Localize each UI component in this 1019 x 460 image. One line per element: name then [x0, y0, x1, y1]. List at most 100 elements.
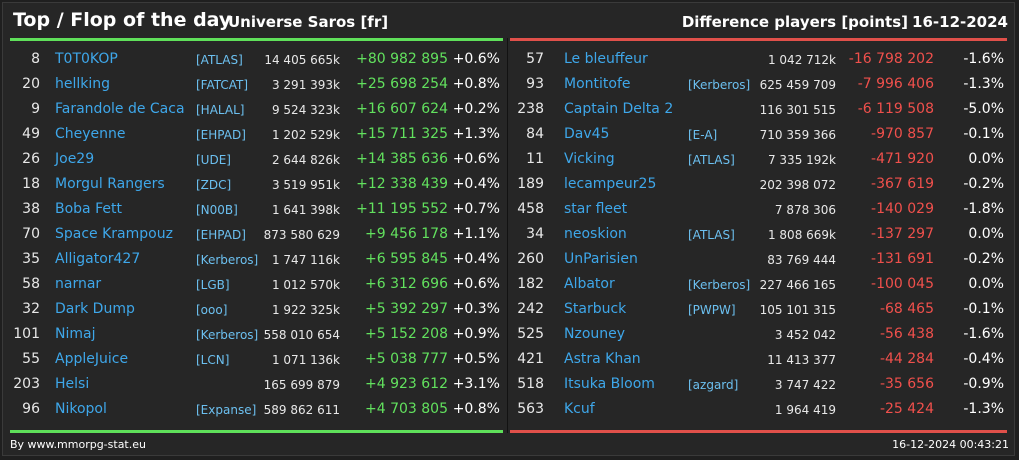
guild-tag-link[interactable]: [Kerberos]: [196, 328, 259, 342]
player-name-link[interactable]: Morgul Rangers: [55, 176, 165, 192]
top-player-row: 8 T0T0KOP [ATLAS] 14 405 665k +80 982 895 +0.…: [10, 47, 503, 72]
player-name-link[interactable]: Albator: [564, 276, 615, 292]
top-player-row: 35 Alligator427 [Kerberos] 1 747 116k +6 595…: [10, 247, 503, 272]
points-difference: +9 456 178: [365, 226, 448, 242]
player-name-link[interactable]: Montitofe: [564, 76, 631, 92]
percent-change: -0.9%: [963, 376, 1004, 392]
guild-tag-link[interactable]: [LGB]: [196, 278, 230, 292]
top-player-row: 70 Space Krampouz [EHPAD] 873 580 629 +9 456…: [10, 222, 503, 247]
top-player-row: 96 Nikopol [Expanse] 589 862 611 +4 703 805 +…: [10, 397, 503, 422]
player-rank: 203: [13, 376, 40, 392]
player-name-link[interactable]: Joe29: [55, 151, 95, 167]
guild-tag-link[interactable]: [PWPW]: [688, 303, 736, 317]
player-name-link[interactable]: Nzouney: [564, 326, 626, 342]
guild-tag-link[interactable]: [ATLAS]: [688, 228, 735, 242]
player-points: 589 862 611: [263, 403, 340, 417]
points-difference: -7 996 406: [857, 76, 934, 92]
player-name-link[interactable]: Nikopol: [55, 401, 107, 417]
guild-tag-link[interactable]: [Kerberos]: [688, 278, 751, 292]
points-difference: +80 982 895: [356, 51, 448, 67]
points-difference: -140 029: [871, 201, 934, 217]
player-name-link[interactable]: Kcuf: [564, 401, 595, 417]
player-name-link[interactable]: lecampeur25: [564, 176, 657, 192]
flop-player-row: 189 lecampeur25 202 398 072 -367 619 -0.2%: [510, 172, 1007, 197]
guild-tag-link[interactable]: [LCN]: [196, 353, 230, 367]
points-difference: +5 038 777: [365, 351, 448, 367]
percent-change: +0.5%: [452, 351, 500, 367]
player-name-link[interactable]: Le bleuffeur: [564, 51, 648, 67]
player-rank: 182: [517, 276, 544, 292]
percent-change: 0.0%: [968, 226, 1004, 242]
player-name-link[interactable]: star fleet: [564, 201, 628, 217]
percent-change: -0.2%: [963, 176, 1004, 192]
player-name-link[interactable]: AppleJuice: [55, 351, 129, 367]
guild-tag-link[interactable]: [azgard]: [688, 378, 739, 392]
flop-player-row: 182 Albator [Kerberos] 227 466 165 -100 045 0…: [510, 272, 1007, 297]
guild-tag-link[interactable]: [HALAL]: [196, 103, 245, 117]
flop-player-row: 518 Itsuka Bloom [azgard] 3 747 422 -35 656 -…: [510, 372, 1007, 397]
player-name-link[interactable]: Captain Delta 2: [564, 101, 674, 117]
player-name-link[interactable]: narnar: [55, 276, 102, 292]
player-name-link[interactable]: Farandole de Caca: [55, 101, 185, 117]
points-difference: -6 119 508: [857, 101, 934, 117]
player-name-link[interactable]: Itsuka Bloom: [564, 376, 655, 392]
player-points: 1 922 325k: [271, 303, 340, 317]
percent-change: -0.1%: [963, 301, 1004, 317]
guild-tag-link[interactable]: [EHPAD]: [196, 128, 246, 142]
guild-tag-link[interactable]: [N00B]: [196, 203, 238, 217]
percent-change: +0.4%: [452, 176, 500, 192]
player-name-link[interactable]: neoskion: [564, 226, 627, 242]
guild-tag-link[interactable]: [E-A]: [688, 128, 718, 142]
player-name-link[interactable]: Boba Fett: [55, 201, 122, 217]
player-name-link[interactable]: hellking: [55, 76, 111, 92]
percent-change: -5.0%: [963, 101, 1004, 117]
guild-tag-link[interactable]: [ATLAS]: [196, 53, 243, 67]
player-points: 873 580 629: [263, 228, 340, 242]
percent-change: -1.6%: [963, 51, 1004, 67]
player-name-link[interactable]: Astra Khan: [564, 351, 641, 367]
guild-tag-link[interactable]: [FATCAT]: [196, 78, 249, 92]
player-name-link[interactable]: Alligator427: [55, 251, 141, 267]
top-player-row: 49 Cheyenne [EHPAD] 1 202 529k +15 711 325 +1…: [10, 122, 503, 147]
percent-change: -0.1%: [963, 126, 1004, 142]
guild-tag-link[interactable]: [Kerberos]: [196, 253, 259, 267]
player-name-link[interactable]: Dav45: [564, 126, 610, 142]
player-points: 3 747 422: [774, 378, 836, 392]
flop-player-row: 563 Kcuf 1 964 419 -25 424 -1.3%: [510, 397, 1007, 422]
source-link[interactable]: By www.mmorpg-stat.eu: [10, 438, 146, 451]
player-rank: 9: [31, 101, 40, 117]
points-difference: +25 698 254: [356, 76, 448, 92]
top-player-row: 38 Boba Fett [N00B] 1 641 398k +11 195 552 +0…: [10, 197, 503, 222]
guild-tag-link[interactable]: [ooo]: [196, 303, 228, 317]
player-name-link[interactable]: Starbuck: [564, 301, 627, 317]
points-difference: -137 297: [871, 226, 934, 242]
top-player-row: 26 Joe29 [UDE] 2 644 826k +14 385 636 +0.6%: [10, 147, 503, 172]
player-name-link[interactable]: Cheyenne: [55, 126, 126, 142]
player-name-link[interactable]: UnParisien: [564, 251, 638, 267]
player-name-link[interactable]: T0T0KOP: [55, 51, 118, 67]
guild-tag-link[interactable]: [ZDC]: [196, 178, 232, 192]
guild-tag-link[interactable]: [EHPAD]: [196, 228, 246, 242]
player-name-link[interactable]: Nimaj: [55, 326, 96, 342]
points-difference: -25 424: [879, 401, 934, 417]
player-points: 7 878 306: [774, 203, 836, 217]
guild-tag-link[interactable]: [Expanse]: [196, 403, 257, 417]
percent-change: -1.6%: [963, 326, 1004, 342]
player-name-link[interactable]: Space Krampouz: [55, 226, 173, 242]
guild-tag-link[interactable]: [UDE]: [196, 153, 231, 167]
date-label: 16-12-2024: [912, 13, 1008, 31]
player-points: 1 808 669k: [767, 228, 836, 242]
metric-label: Difference players [points]: [681, 13, 908, 31]
points-difference: -100 045: [871, 276, 934, 292]
player-rank: 518: [517, 376, 544, 392]
player-name-link[interactable]: Vicking: [564, 151, 615, 167]
percent-change: -1.3%: [963, 401, 1004, 417]
guild-tag-link[interactable]: [ATLAS]: [688, 153, 735, 167]
percent-change: -0.2%: [963, 251, 1004, 267]
percent-change: +0.3%: [452, 301, 500, 317]
player-name-link[interactable]: Dark Dump: [55, 301, 135, 317]
flop-player-row: 93 Montitofe [Kerberos] 625 459 709 -7 996 4…: [510, 72, 1007, 97]
guild-tag-link[interactable]: [Kerberos]: [688, 78, 751, 92]
player-name-link[interactable]: Helsi: [55, 376, 90, 392]
